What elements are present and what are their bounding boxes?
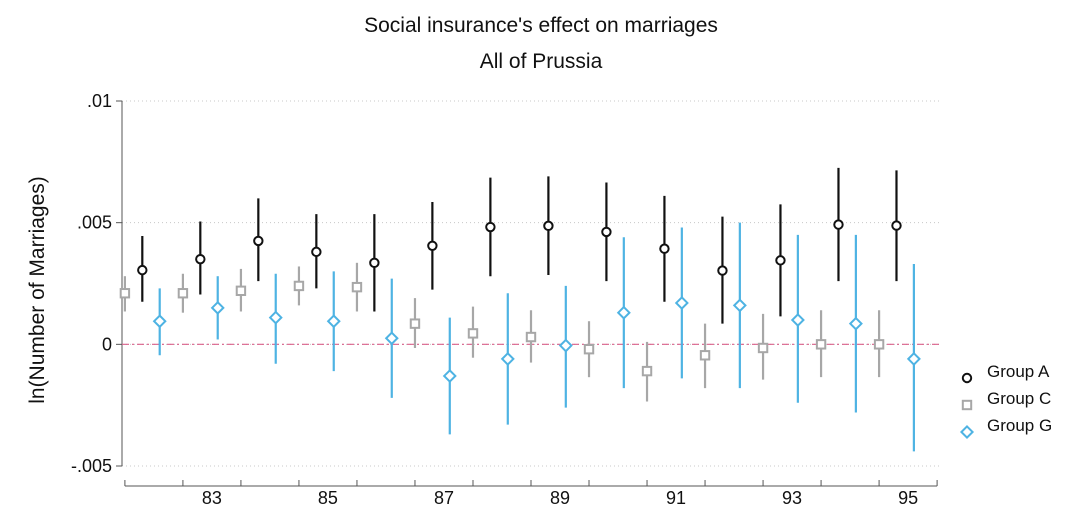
y-tick-label: .005 xyxy=(77,213,112,233)
data-point xyxy=(235,285,247,297)
x-tick-label: 91 xyxy=(666,488,686,505)
data-point xyxy=(848,316,863,331)
data-point xyxy=(659,243,670,254)
data-point xyxy=(253,235,264,247)
y-tick-label: .01 xyxy=(87,91,112,111)
data-point xyxy=(195,253,206,265)
data-point xyxy=(311,246,322,258)
data-point xyxy=(717,265,728,276)
data-point xyxy=(891,220,902,231)
legend-marker xyxy=(961,399,973,411)
data-point xyxy=(268,310,283,325)
data-point xyxy=(369,257,380,269)
data-point xyxy=(815,339,827,350)
x-tick-label: 83 xyxy=(202,488,222,505)
legend-label: Group C xyxy=(987,389,1051,408)
legend-item: Group G xyxy=(959,416,1052,440)
x-tick-label: 93 xyxy=(782,488,802,505)
data-point xyxy=(525,331,537,343)
legend-item: Group C xyxy=(961,389,1051,411)
data-point xyxy=(293,280,305,292)
data-point xyxy=(583,344,595,355)
data-point xyxy=(873,339,885,350)
legend-label: Group A xyxy=(987,362,1050,381)
series-layer xyxy=(119,167,921,452)
legend: Group A Group C Group G xyxy=(959,362,1052,440)
axes-layer: .01 .005 0 -.005 83 85 87 89 91 93 95 xyxy=(71,91,938,505)
series-group-g xyxy=(152,222,921,452)
y-axis-title: ln(Number of Marriages) xyxy=(26,176,49,404)
data-point xyxy=(210,300,225,315)
legend-label: Group G xyxy=(987,416,1052,435)
data-point xyxy=(790,312,805,328)
data-point xyxy=(485,221,496,233)
legend-item: Group A xyxy=(961,362,1050,384)
data-point xyxy=(326,314,341,329)
data-point xyxy=(757,342,769,354)
data-point xyxy=(601,226,612,238)
x-tick-label: 87 xyxy=(434,488,454,505)
data-point xyxy=(699,350,711,361)
data-point xyxy=(906,351,921,366)
data-point xyxy=(674,295,689,310)
grid-layer xyxy=(122,100,940,467)
series-group-c xyxy=(119,262,885,402)
x-tick-label: 85 xyxy=(318,488,338,505)
data-point xyxy=(500,351,515,366)
chart-title: Social insurance's effect on marriages xyxy=(364,14,718,37)
series-group-a xyxy=(137,167,902,324)
x-tick-label: 89 xyxy=(550,488,570,505)
chart-subtitle: All of Prussia xyxy=(480,50,603,73)
data-point xyxy=(137,264,148,276)
data-point xyxy=(351,281,363,293)
y-tick-label: -.005 xyxy=(71,456,112,476)
y-tick-label: 0 xyxy=(102,334,112,354)
data-point xyxy=(427,240,438,251)
legend-marker xyxy=(959,424,975,440)
legend-marker xyxy=(961,372,973,384)
data-point xyxy=(616,305,631,320)
data-point xyxy=(775,255,786,266)
data-point xyxy=(467,328,479,339)
data-point xyxy=(384,331,399,346)
data-point xyxy=(442,368,457,383)
data-point xyxy=(409,318,421,329)
data-point xyxy=(177,288,189,299)
data-point xyxy=(543,220,554,232)
data-point xyxy=(641,365,653,377)
data-point xyxy=(558,338,573,353)
data-point xyxy=(833,219,844,230)
data-point xyxy=(732,298,747,313)
x-tick-label: 95 xyxy=(898,488,918,505)
data-point xyxy=(152,314,167,329)
data-point xyxy=(119,288,131,299)
